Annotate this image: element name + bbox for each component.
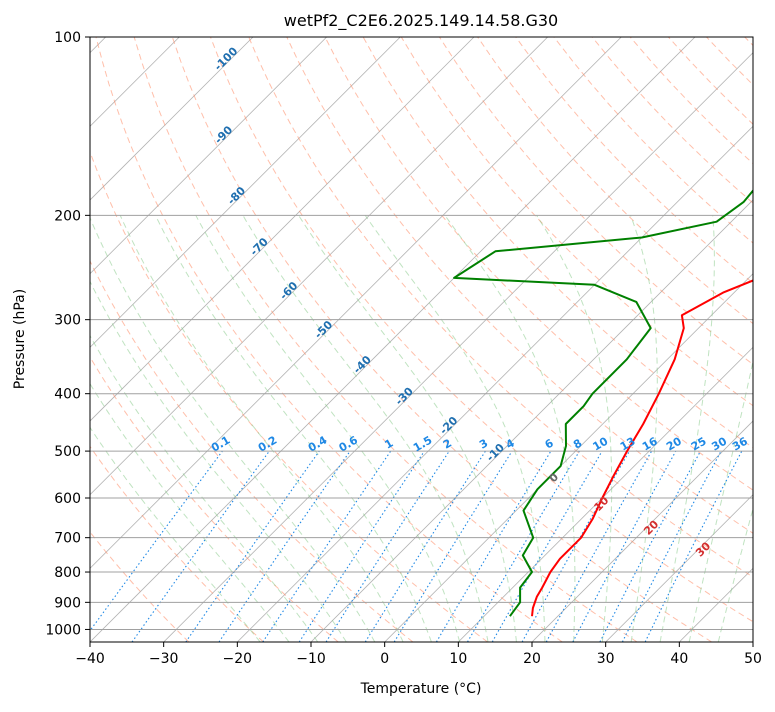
mixing-ratio-line xyxy=(436,451,551,642)
moist-adiabat-line xyxy=(120,215,403,642)
mixing-ratio-label: 6 xyxy=(543,436,556,451)
isotherm-line xyxy=(0,37,400,642)
moist-adiabat-line xyxy=(631,215,658,642)
mixing-ratio-line xyxy=(573,451,676,642)
dry-adiabat-line xyxy=(0,37,189,642)
mixing-ratio-label: 2 xyxy=(441,437,454,452)
chart-title: wetPf2_C2E6.2025.149.14.58.G30 xyxy=(284,11,558,31)
x-tick-label: −30 xyxy=(149,651,179,667)
isotherm-line xyxy=(90,37,695,642)
isotherm-line xyxy=(0,37,474,642)
dry-adiabat-line xyxy=(134,37,637,642)
moist-adiabat-line xyxy=(689,215,775,642)
dry-adiabat-line xyxy=(592,37,775,642)
x-axis-title: Temperature (°C) xyxy=(360,681,482,697)
moist-adiabat-line xyxy=(11,215,289,642)
mixing-ratio-line xyxy=(263,451,391,642)
background-lines xyxy=(0,37,775,642)
grid-lines xyxy=(90,37,753,629)
isotherm-line xyxy=(0,37,548,642)
moist-adiabat-line xyxy=(196,215,460,642)
dry-adiabat-label: -80 xyxy=(225,184,248,207)
y-tick-label: 1000 xyxy=(45,622,81,638)
isotherm-line xyxy=(0,37,327,642)
isotherm-line xyxy=(0,37,253,642)
y-tick-label: 500 xyxy=(54,444,81,460)
isotherm-line xyxy=(164,37,769,642)
dry-adiabat-line xyxy=(20,37,413,642)
y-tick-label: 100 xyxy=(54,30,81,46)
isotherm-line xyxy=(458,37,775,642)
y-axis-title: Pressure (hPa) xyxy=(12,289,28,389)
dry-adiabat-line xyxy=(745,37,775,642)
mixing-ratio-line xyxy=(546,451,651,642)
y-tick-label: 400 xyxy=(54,387,81,403)
y-tick-label: 900 xyxy=(54,595,81,611)
dry-adiabat-label: -60 xyxy=(277,279,300,302)
dry-adiabat-line xyxy=(478,37,775,642)
moist-adiabat-line xyxy=(718,215,775,642)
y-tick-label: 200 xyxy=(54,208,81,224)
x-tick-label: 20 xyxy=(523,651,541,667)
moist-adiabat-line xyxy=(0,215,260,642)
x-tick-label: −40 xyxy=(75,651,105,667)
mixing-ratio-line xyxy=(219,451,350,642)
moist-adiabat-label: 20 xyxy=(641,517,661,537)
dry-adiabat-line xyxy=(0,37,338,642)
dry-adiabat-label: -20 xyxy=(437,414,460,437)
x-tick-label: 40 xyxy=(670,651,688,667)
dry-adiabat-line xyxy=(668,37,775,642)
mixing-ratio-line xyxy=(326,451,449,642)
dry-adiabat-label: -100 xyxy=(212,44,241,73)
y-tick-label: 300 xyxy=(54,313,81,329)
x-tick-label: 50 xyxy=(744,651,762,667)
dry-adiabat-line xyxy=(707,37,775,642)
dry-adiabat-line xyxy=(58,37,488,642)
dry-adiabat-label: -30 xyxy=(393,385,416,408)
y-tick-label: 800 xyxy=(54,565,81,581)
x-tick-label: 30 xyxy=(597,651,615,667)
y-tick-label: 700 xyxy=(54,531,81,547)
x-tick-label: 10 xyxy=(449,651,467,667)
moist-adiabat-line xyxy=(155,215,431,642)
x-tick-label: −10 xyxy=(296,651,326,667)
dry-adiabat-label: -50 xyxy=(312,318,335,341)
x-tick-label: 0 xyxy=(380,651,389,667)
moist-adiabat-label: 30 xyxy=(693,539,713,559)
isotherm-line xyxy=(385,37,775,642)
dry-adiabat-line xyxy=(516,37,775,642)
mixing-ratio-line xyxy=(299,451,424,642)
mixing-ratio-line xyxy=(82,451,223,642)
tick-layer: −40 −30 −20 −10 0 10 20 30 40 50 100 200 300 400 500 60… xyxy=(45,30,762,667)
x-tick-label: −20 xyxy=(223,651,253,667)
moist-adiabat-line xyxy=(365,215,545,642)
moist-adiabat-label: 10 xyxy=(591,494,611,514)
dry-adiabat-line xyxy=(96,37,562,642)
isotherm-line xyxy=(753,37,775,642)
y-tick-label: 600 xyxy=(54,491,81,507)
mixing-ratio-line xyxy=(600,451,701,642)
